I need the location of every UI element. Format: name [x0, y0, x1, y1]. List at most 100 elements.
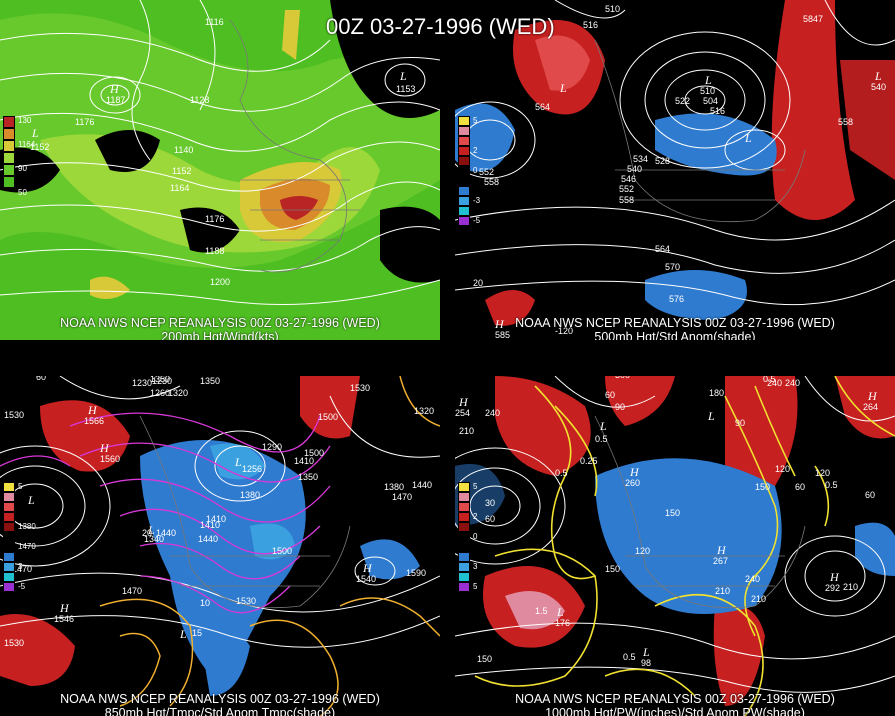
precip-water-contours [474, 376, 895, 716]
coastlines [594, 415, 806, 609]
anomaly-positive [835, 376, 895, 439]
anomaly-positive [605, 376, 675, 426]
contour-label: 1530 [350, 383, 370, 393]
center-value: 1566 [84, 416, 104, 426]
contour-label: 1500 [304, 448, 324, 458]
coastlines [229, 19, 360, 273]
calm-area-1 [95, 130, 160, 172]
center-marker: H [59, 601, 70, 615]
contour-label: 1200 [210, 277, 230, 287]
coastlines [139, 415, 351, 609]
center-value: 98 [641, 658, 651, 668]
center-value: 254 [455, 408, 470, 418]
center-value: 1540 [356, 574, 376, 584]
contour-label: 90 [735, 418, 745, 428]
panel-caption-source: NOAA NWS NCEP REANALYSIS 00Z 03-27-1996 … [515, 692, 835, 706]
panel-caption-source: NOAA NWS NCEP REANALYSIS 00Z 03-27-1996 … [515, 316, 835, 330]
anomaly-positive-core [535, 35, 590, 91]
center-marker: L [31, 126, 39, 140]
contour-label: 1.5 [535, 606, 548, 616]
anomaly-negative-core [210, 443, 265, 480]
map-500mb: 510 516 522 564 558 552 534 540 546 552 … [455, 0, 895, 340]
panel-caption-field: 1000mb Hgt/PW(inches)/Std Anom PW(shade) [545, 706, 805, 716]
legend-label: 3 [473, 562, 478, 571]
anomaly-legend: 5 1380 1470 3 -5 [3, 482, 36, 592]
center-value: 292 [825, 583, 840, 593]
contour-label: 576 [669, 294, 684, 304]
anomaly-legend: 5 2 0 -3 -5 [458, 116, 480, 226]
jet-shade-north [282, 10, 300, 60]
center-value: 1560 [100, 454, 120, 464]
contour-label: 1590 [406, 568, 426, 578]
anomaly-positive [485, 290, 535, 326]
legend-label: 1164 [18, 140, 36, 149]
contour-label: 60 [36, 376, 46, 382]
legend-label: 0 [473, 166, 478, 175]
contour-label: 510 [605, 4, 620, 14]
contour-label: 1470 [12, 564, 32, 574]
contour-label: 1260 [150, 388, 170, 398]
anomaly-positive [771, 0, 855, 220]
contour-label: 90 [615, 402, 625, 412]
anomaly-negative [855, 522, 895, 576]
height-contours [0, 0, 440, 305]
map-850mb: 1230 1260 1320 1350 1530 1500 1530 1320 … [0, 376, 440, 716]
anomaly-negative [455, 103, 515, 172]
center-marker: H [716, 543, 727, 557]
contour-label: 558 [484, 177, 499, 187]
legend-label: -5 [18, 582, 26, 591]
contour-label: 1440 [412, 480, 432, 490]
center-value: 5847 [803, 14, 823, 24]
panel-1000mb: 300 60 90 210 240 180 240 0.5 0.25 0.5 1… [455, 376, 895, 716]
contour-label: 1320 [168, 388, 188, 398]
contour-label: 1152 [172, 166, 191, 176]
contour-label: 0.5 [595, 434, 608, 444]
contour-label: 558 [838, 117, 853, 127]
center-marker: L [556, 605, 564, 619]
center-value: 1187 [106, 95, 125, 105]
contour-label: 534 [633, 154, 648, 164]
center-marker: L [642, 645, 650, 659]
center-marker: L [874, 69, 882, 83]
calm-area-3 [0, 147, 60, 193]
contour-label: 1500 [272, 546, 292, 556]
height-contours [455, 376, 895, 693]
legend-label: 130 [18, 116, 32, 125]
contour-label: 0.5 [763, 376, 776, 384]
center-value: 1350 [150, 376, 170, 384]
contour-label: 1440 [198, 534, 218, 544]
wind-shade-130 [280, 196, 318, 220]
contour-label: 60 [485, 514, 495, 524]
contour-label: 240 [767, 378, 782, 388]
center-marker: H [362, 561, 373, 575]
legend-label: 50 [18, 188, 27, 197]
center-value: 1340 [144, 534, 164, 544]
height-contours [0, 376, 440, 648]
contour-label: 1320 [414, 406, 434, 416]
contour-label: 1164 [170, 183, 189, 193]
temperature-contours-cold [0, 412, 331, 614]
legend-label: 90 [18, 164, 27, 173]
legend-label: -5 [473, 216, 481, 225]
contour-label: 210 [751, 594, 766, 604]
center-value: 1152 [30, 142, 49, 152]
contour-label: 552 [619, 184, 634, 194]
jet-shade-south [90, 276, 130, 299]
center-value: 585 [495, 330, 510, 340]
panel-500mb: 510 516 522 564 558 552 534 540 546 552 … [455, 0, 895, 340]
center-value: 260 [625, 478, 640, 488]
panel-caption-field: 500mb Hgt/Std Anom(shade) [594, 330, 756, 340]
center-marker: L [599, 419, 607, 433]
contour-label: 15 [192, 628, 202, 638]
center-marker: L [704, 73, 712, 87]
legend-label: 0 [473, 532, 478, 541]
center-marker: H [629, 465, 640, 479]
contour-label: 210 [715, 586, 730, 596]
anomaly-negative [645, 270, 747, 320]
contour-label: 150 [477, 654, 492, 664]
contour-label: 180 [709, 388, 724, 398]
legend-label: 5 [473, 482, 478, 491]
contour-label: 516 [583, 20, 598, 30]
anomaly-positive [840, 60, 895, 180]
contour-label: 240 [745, 574, 760, 584]
